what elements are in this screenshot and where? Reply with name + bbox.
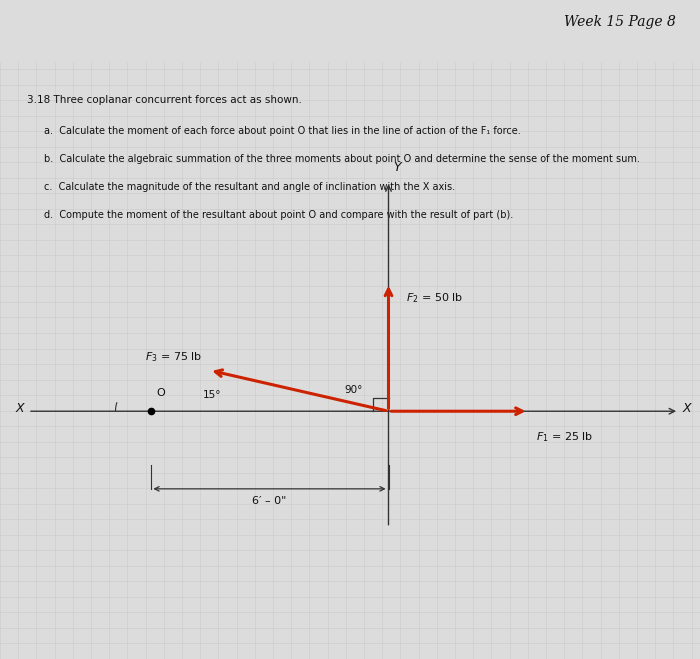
- Text: a.  Calculate the moment of each force about point O that lies in the line of ac: a. Calculate the moment of each force ab…: [44, 126, 521, 136]
- Text: 90°: 90°: [344, 385, 363, 395]
- Text: c.  Calculate the magnitude of the resultant and angle of inclination with the X: c. Calculate the magnitude of the result…: [44, 182, 455, 192]
- Text: b.  Calculate the algebraic summation of the three moments about point O and det: b. Calculate the algebraic summation of …: [44, 154, 640, 164]
- Text: $F_3$ = 75 lb: $F_3$ = 75 lb: [145, 351, 202, 364]
- Text: 15°: 15°: [203, 391, 221, 401]
- Text: 3.18 Three coplanar concurrent forces act as shown.: 3.18 Three coplanar concurrent forces ac…: [27, 95, 302, 105]
- Text: Y: Y: [393, 161, 401, 174]
- Text: Week 15 Page 8: Week 15 Page 8: [564, 15, 676, 29]
- Text: $F_2$ = 50 lb: $F_2$ = 50 lb: [406, 291, 463, 304]
- Text: X: X: [16, 402, 25, 415]
- Text: X: X: [682, 402, 691, 415]
- Text: d.  Compute the moment of the resultant about point O and compare with the resul: d. Compute the moment of the resultant a…: [44, 210, 513, 219]
- Text: $F_1$ = 25 lb: $F_1$ = 25 lb: [536, 430, 593, 444]
- Text: 6′ – 0": 6′ – 0": [252, 496, 287, 506]
- Text: O: O: [156, 388, 165, 398]
